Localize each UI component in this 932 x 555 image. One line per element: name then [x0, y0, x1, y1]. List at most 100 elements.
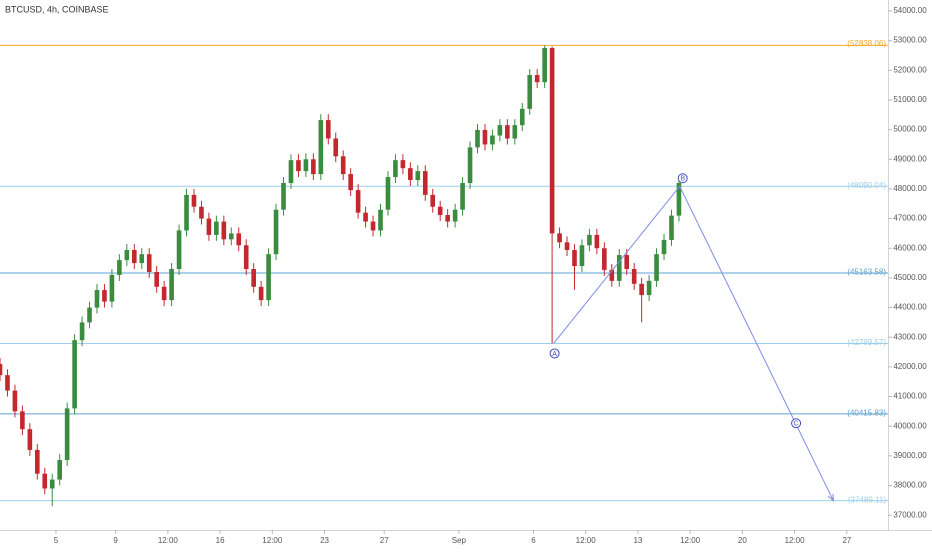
- x-tick-label: Sep: [452, 536, 467, 545]
- x-tick-label: 12:00: [576, 536, 597, 545]
- x-tick-label: 20: [738, 536, 747, 545]
- candle-body: [370, 221, 376, 231]
- candle-body: [5, 375, 10, 391]
- candle-body: [72, 340, 77, 409]
- candle-body: [452, 209, 458, 222]
- candle-body: [325, 120, 331, 139]
- wave-label: B: [680, 176, 685, 183]
- candle-body: [318, 120, 324, 175]
- candle-body: [624, 255, 630, 270]
- level-label: (42789.57): [847, 338, 886, 347]
- candle-body: [557, 233, 562, 243]
- candle-body: [12, 390, 18, 412]
- candle-body: [340, 156, 346, 175]
- candle-body: [251, 269, 256, 287]
- y-tick-label: 51000.00: [893, 95, 927, 104]
- wave-badge: [791, 418, 802, 429]
- candle-body: [109, 274, 115, 302]
- candle-body: [527, 75, 533, 109]
- candle-body: [490, 135, 495, 145]
- candle-body: [587, 234, 592, 246]
- candle-body: [102, 290, 107, 302]
- candle-body: [87, 307, 92, 323]
- y-tick-label: 49000.00: [893, 154, 927, 163]
- candle-body: [378, 209, 383, 231]
- candle-body: [631, 269, 637, 284]
- x-tick-label: 6: [531, 536, 536, 545]
- candle-body: [139, 254, 145, 264]
- x-tick-label: 13: [633, 536, 642, 545]
- candle-body: [124, 250, 130, 261]
- wave-badge: [677, 173, 688, 184]
- candle-body: [228, 233, 234, 240]
- candle-body: [646, 280, 652, 296]
- candle-body: [385, 177, 391, 210]
- candle-body: [311, 159, 316, 175]
- candle-body: [512, 125, 518, 139]
- candle-body: [266, 254, 271, 301]
- candle-body: [94, 290, 100, 308]
- x-tick-label: 27: [842, 536, 851, 545]
- candle-body: [475, 129, 480, 148]
- candle-body: [348, 174, 353, 191]
- y-tick-label: 52000.00: [893, 65, 927, 74]
- wave-arrowhead: [827, 493, 834, 502]
- wave-label: A: [552, 351, 557, 358]
- candle-body: [572, 250, 577, 267]
- candle-body: [206, 218, 212, 235]
- y-tick-label: 43000.00: [893, 332, 927, 341]
- y-tick-label: 46000.00: [893, 243, 927, 252]
- y-tick-label: 39000.00: [893, 451, 927, 460]
- candle-body: [400, 160, 406, 169]
- candle-body: [146, 254, 152, 272]
- candle-body: [27, 429, 33, 450]
- candle-body: [437, 206, 443, 216]
- candle-body: [57, 460, 63, 480]
- candle-body: [616, 255, 622, 281]
- candle-body: [243, 245, 249, 270]
- candle-body: [184, 194, 189, 231]
- y-tick-label: 44000.00: [893, 303, 927, 312]
- candle-body: [281, 182, 286, 210]
- candle-body: [549, 48, 555, 234]
- candle-body: [0, 363, 3, 376]
- candle-body: [445, 215, 450, 222]
- candle-body: [669, 215, 674, 240]
- x-tick-label: 23: [320, 536, 329, 545]
- candle-body: [505, 125, 510, 139]
- candle-body: [199, 206, 204, 219]
- candle-body: [482, 129, 488, 145]
- candle-body: [42, 473, 48, 489]
- x-tick-label: 12:00: [680, 536, 701, 545]
- x-tick-label: 16: [216, 536, 225, 545]
- candle-body: [191, 194, 197, 207]
- candle-body: [333, 138, 339, 157]
- candle-body: [363, 212, 368, 222]
- candle-body: [131, 250, 137, 264]
- candle-body: [221, 221, 227, 240]
- y-tick-label: 45000.00: [893, 273, 927, 282]
- candle-body: [273, 209, 279, 255]
- candle-body: [519, 108, 525, 126]
- candle-body: [654, 254, 659, 281]
- candle-body: [355, 190, 361, 213]
- level-label: (52838.06): [847, 39, 886, 48]
- candle-body: [639, 283, 644, 296]
- candle-body: [236, 233, 242, 246]
- y-tick-label: 50000.00: [893, 125, 927, 134]
- y-tick-label: 53000.00: [893, 36, 927, 45]
- level-label: (40415.83): [847, 408, 886, 417]
- candle-body: [676, 182, 682, 216]
- candle-body: [542, 48, 547, 83]
- candle-body: [534, 75, 540, 83]
- y-tick-label: 41000.00: [893, 392, 927, 401]
- candle-body: [661, 239, 667, 255]
- candle-body: [296, 160, 301, 172]
- wave-label: C: [794, 421, 799, 428]
- candle-body: [20, 411, 25, 430]
- y-tick-label: 47000.00: [893, 214, 927, 223]
- candle-body: [117, 260, 122, 275]
- chart-title: BTCUSD, 4h, COINBASE: [5, 4, 109, 14]
- y-tick-label: 54000.00: [893, 6, 927, 15]
